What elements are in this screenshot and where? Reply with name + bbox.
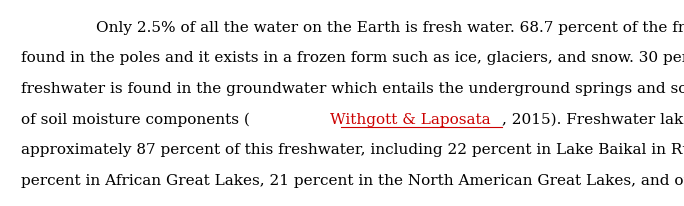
Text: freshwater is found in the groundwater which entails the underground springs and: freshwater is found in the groundwater w… bbox=[21, 82, 684, 96]
Text: , 2015). Freshwater lakes contain: , 2015). Freshwater lakes contain bbox=[502, 112, 684, 126]
Text: found in the poles and it exists in a frozen form such as ice, glaciers, and sno: found in the poles and it exists in a fr… bbox=[21, 51, 684, 65]
Text: of soil moisture components (: of soil moisture components ( bbox=[21, 112, 250, 126]
Text: Only 2.5% of all the water on the Earth is fresh water. 68.7 percent of the fres: Only 2.5% of all the water on the Earth … bbox=[96, 21, 684, 35]
Text: Withgott & Laposata: Withgott & Laposata bbox=[330, 112, 491, 126]
Text: percent in African Great Lakes, 21 percent in the North American Great Lakes, an: percent in African Great Lakes, 21 perce… bbox=[21, 173, 684, 187]
Text: approximately 87 percent of this freshwater, including 22 percent in Lake Baikal: approximately 87 percent of this freshwa… bbox=[21, 143, 684, 157]
